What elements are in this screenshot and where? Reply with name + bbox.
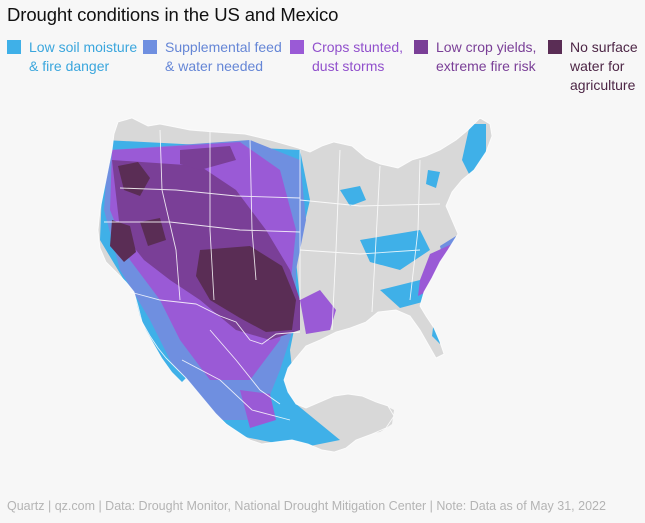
state-borders (97, 117, 493, 453)
legend-item-supplemental-feed: Supplemental feed & water needed (143, 38, 282, 76)
drought-map (0, 110, 645, 480)
legend-item-low-soil-moisture: Low soil moisture & fire danger (7, 38, 137, 76)
legend-label: No surface water for agriculture (570, 39, 638, 93)
legend-item-no-surface-water: No surface water for agriculture (548, 38, 638, 95)
footer-source-note: Quartz | qz.com | Data: Drought Monitor,… (7, 499, 606, 513)
legend: Low soil moisture & fire danger Suppleme… (0, 38, 645, 98)
drought-layers (100, 124, 486, 452)
legend-swatch (414, 40, 428, 54)
drought-layer-d4 (110, 162, 296, 332)
chart-title: Drought conditions in the US and Mexico (7, 4, 339, 25)
legend-item-crops-stunted: Crops stunted, dust storms (290, 38, 403, 76)
legend-swatch (143, 40, 157, 54)
legend-swatch (290, 40, 304, 54)
yucatan-peninsula (350, 404, 394, 434)
legend-label: Supplemental feed & water needed (165, 39, 282, 74)
legend-label: Crops stunted, dust storms (312, 39, 404, 74)
map-svg (97, 117, 493, 453)
legend-label: Low soil moisture & fire danger (29, 39, 138, 74)
legend-item-low-crop-yields: Low crop yields, extreme fire risk (414, 38, 536, 76)
legend-swatch (548, 40, 562, 54)
legend-swatch (7, 40, 21, 54)
legend-label: Low crop yields, extreme fire risk (436, 39, 537, 74)
